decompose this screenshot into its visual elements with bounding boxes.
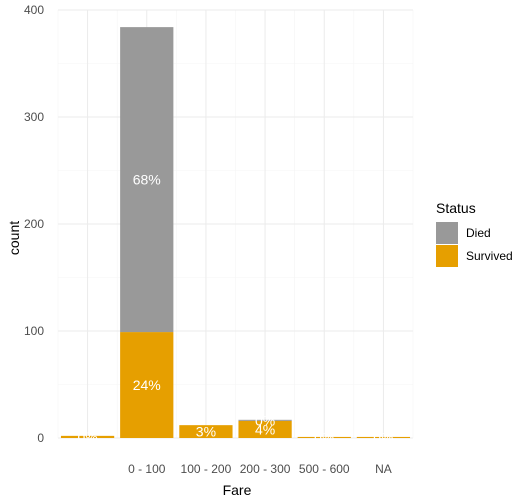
x-tick-label: NA — [375, 462, 392, 476]
bar-survived — [120, 332, 174, 438]
y-axis-title: count — [6, 221, 22, 255]
x-tick-label: 500 - 600 — [299, 462, 350, 476]
bar-died — [120, 27, 174, 333]
grid — [57, 9, 414, 439]
bar-died — [238, 419, 292, 421]
bar-survived — [60, 435, 115, 438]
legend: Status Died Survived — [436, 200, 513, 267]
bar-label: 0% — [373, 429, 393, 445]
x-axis-title: Fare — [223, 482, 252, 498]
bar-survived — [238, 420, 292, 438]
legend-label-survived: Survived — [466, 249, 513, 263]
y-tick-label: 100 — [24, 324, 44, 338]
x-tick-label: 100 - 200 — [181, 462, 232, 476]
bar-survived — [356, 436, 411, 438]
y-tick-label: 200 — [24, 217, 44, 231]
x-axis-ticks: 0 - 100 100 - 200 200 - 300 500 - 600 NA — [128, 462, 392, 476]
bar-label: 0% — [255, 412, 275, 428]
y-axis-ticks: 0 100 200 300 400 — [24, 3, 44, 445]
bar-survived — [179, 425, 233, 438]
legend-key-survived — [436, 245, 458, 267]
bar-label: 0% — [77, 429, 97, 445]
bar-label: 68% — [133, 172, 161, 188]
bar-survived — [297, 436, 351, 438]
y-tick-label: 0 — [37, 431, 44, 445]
bar-labels: 0%68%24%3%0%4%0% 0% — [77, 172, 393, 446]
bar-label: 4% — [255, 421, 275, 437]
bar-label: 3% — [196, 424, 216, 440]
legend-key-died — [436, 222, 458, 244]
legend-title: Status — [436, 200, 476, 216]
legend-label-died: Died — [466, 226, 491, 240]
bar-label: 0% — [314, 429, 334, 445]
bars — [60, 27, 411, 438]
x-tick-label: 200 - 300 — [240, 462, 291, 476]
y-tick-label: 300 — [24, 110, 44, 124]
y-tick-label: 400 — [24, 3, 44, 17]
x-tick-label: 0 - 100 — [128, 462, 166, 476]
bar-label: 24% — [133, 377, 161, 393]
